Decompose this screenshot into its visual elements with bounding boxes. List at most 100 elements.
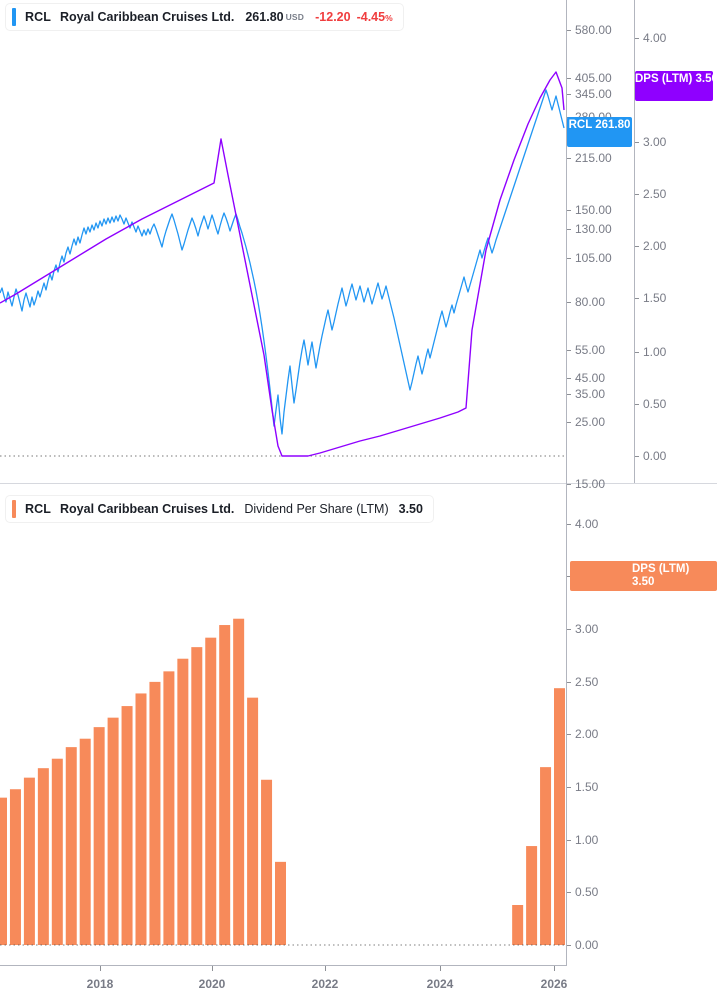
axis-label: 2.50: [643, 187, 667, 201]
dividend-bar[interactable]: [51, 758, 63, 945]
axis-label: 35.00: [575, 387, 606, 401]
legend-dividend[interactable]: RCL Royal Caribbean Cruises Ltd. Dividen…: [6, 496, 433, 522]
axis-tick: [567, 258, 571, 259]
dividend-bar[interactable]: [23, 777, 35, 945]
axis-label: 2.00: [643, 239, 667, 253]
legend-price-ticker[interactable]: RCL: [25, 10, 51, 24]
axis-label: 105.00: [575, 251, 612, 265]
dividend-bar[interactable]: [275, 861, 286, 945]
legend-dividend-value: 3.50: [398, 502, 423, 516]
dps-badge-main-line1: DPS (LTM): [635, 73, 693, 85]
dividend-bar[interactable]: [107, 717, 119, 945]
dividend-bar[interactable]: [512, 905, 524, 945]
legend-price-company: Royal Caribbean Cruises Ltd.: [60, 10, 235, 24]
axis-label: 580.00: [575, 23, 612, 37]
dividend-bar[interactable]: [219, 625, 231, 945]
axis-label: 15.00: [575, 477, 606, 491]
dps-badge-main[interactable]: DPS (LTM) 3.50: [635, 71, 717, 101]
time-axis-tick: [212, 966, 213, 971]
axis-label: 45.00: [575, 371, 606, 385]
time-axis-tick: [440, 966, 441, 971]
axis-tick: [567, 892, 571, 893]
axis-tick: [635, 194, 639, 195]
price-pane[interactable]: [0, 0, 565, 483]
axis-label: 215.00: [575, 151, 612, 165]
legend-price-swatch: [12, 8, 16, 26]
axis-label: 0.50: [643, 397, 667, 411]
dividend-axis-line: [566, 484, 567, 965]
time-axis-label: 2020: [198, 977, 226, 991]
dividend-bar[interactable]: [9, 789, 21, 945]
axis-tick: [567, 484, 571, 485]
pane-separator[interactable]: [0, 483, 717, 484]
price-badge[interactable]: RCL 261.80: [567, 117, 632, 147]
dividend-bar[interactable]: [37, 768, 49, 945]
axis-tick: [635, 404, 639, 405]
dividend-bar[interactable]: [247, 697, 259, 945]
dividend-bar[interactable]: [205, 637, 217, 945]
time-axis-label: 2022: [311, 977, 339, 991]
dividend-bar[interactable]: [526, 846, 538, 945]
axis-label: 1.00: [643, 345, 667, 359]
rcl-price-line: [0, 89, 565, 435]
price-axis[interactable]: 580.00405.00345.00280.00215.00150.00130.…: [566, 0, 632, 491]
legend-dividend-ticker[interactable]: RCL: [25, 502, 51, 516]
axis-tick: [567, 210, 571, 211]
axis-label: 25.00: [575, 415, 606, 429]
axis-tick: [567, 682, 571, 683]
dividend-bar[interactable]: [233, 618, 245, 945]
dividend-axis[interactable]: 4.00 3.50 3.00 2.50 2.00 1.50 1.00 0.50 0.00: [566, 484, 717, 965]
price-badge-line2: 261.80: [595, 119, 631, 131]
dividend-bar[interactable]: [163, 671, 175, 945]
dps-badge-sub-line2: 3.50: [632, 576, 655, 588]
axis-label: 55.00: [575, 343, 606, 357]
axis-tick: [567, 30, 571, 31]
legend-price[interactable]: RCL Royal Caribbean Cruises Ltd. 261.80 …: [6, 4, 403, 30]
dps-badge-main-line2: 3.50: [695, 73, 717, 85]
legend-price-currency: USD: [285, 12, 305, 22]
time-axis[interactable]: 2018 2020 2022 2024 2026: [0, 966, 717, 1005]
dividend-bar[interactable]: [540, 767, 552, 945]
axis-tick: [635, 352, 639, 353]
axis-tick: [567, 94, 571, 95]
axis-tick: [635, 142, 639, 143]
time-axis-label: 2026: [540, 977, 568, 991]
dividend-bars: [0, 618, 565, 946]
axis-tick: [635, 456, 639, 457]
dividend-pane-canvas: [0, 618, 565, 946]
axis-tick: [567, 378, 571, 379]
axis-tick: [567, 394, 571, 395]
legend-price-change: -12.20: [315, 10, 351, 24]
dividend-bar[interactable]: [79, 738, 91, 945]
axis-tick: [567, 576, 571, 577]
price-badge-line1: RCL: [568, 119, 593, 131]
dividend-bar[interactable]: [135, 693, 147, 945]
axis-label: 3.00: [575, 622, 599, 636]
axis-tick: [567, 158, 571, 159]
dividend-bar[interactable]: [554, 688, 565, 945]
axis-label: 405.00: [575, 71, 612, 85]
axis-tick: [567, 422, 571, 423]
dividend-pane[interactable]: [0, 484, 565, 965]
dividend-bar[interactable]: [149, 681, 161, 946]
axis-label: 2.00: [575, 727, 599, 741]
axis-label: 150.00: [575, 203, 612, 217]
legend-dividend-company: Royal Caribbean Cruises Ltd.: [60, 502, 235, 516]
axis-tick: [635, 246, 639, 247]
dividend-bar[interactable]: [177, 658, 189, 945]
axis-label: 80.00: [575, 295, 606, 309]
dps-axis[interactable]: 4.00 3.50 3.00 2.50 2.00 1.50 1.00 0.50 0.00: [634, 0, 717, 483]
dividend-bar[interactable]: [93, 727, 105, 945]
dividend-bar[interactable]: [191, 647, 203, 945]
dividend-bar[interactable]: [65, 747, 77, 945]
dividend-bar[interactable]: [261, 779, 273, 945]
dividend-bar[interactable]: [121, 706, 133, 945]
dividend-bar[interactable]: [0, 797, 7, 945]
axis-label: 0.50: [575, 885, 599, 899]
dps-badge-sub[interactable]: DPS (LTM) 3.50: [570, 561, 717, 591]
axis-tick: [567, 350, 571, 351]
axis-tick: [635, 38, 639, 39]
dps-overlay-line: [0, 71, 565, 457]
axis-label: 0.00: [643, 449, 667, 463]
axis-tick: [567, 787, 571, 788]
